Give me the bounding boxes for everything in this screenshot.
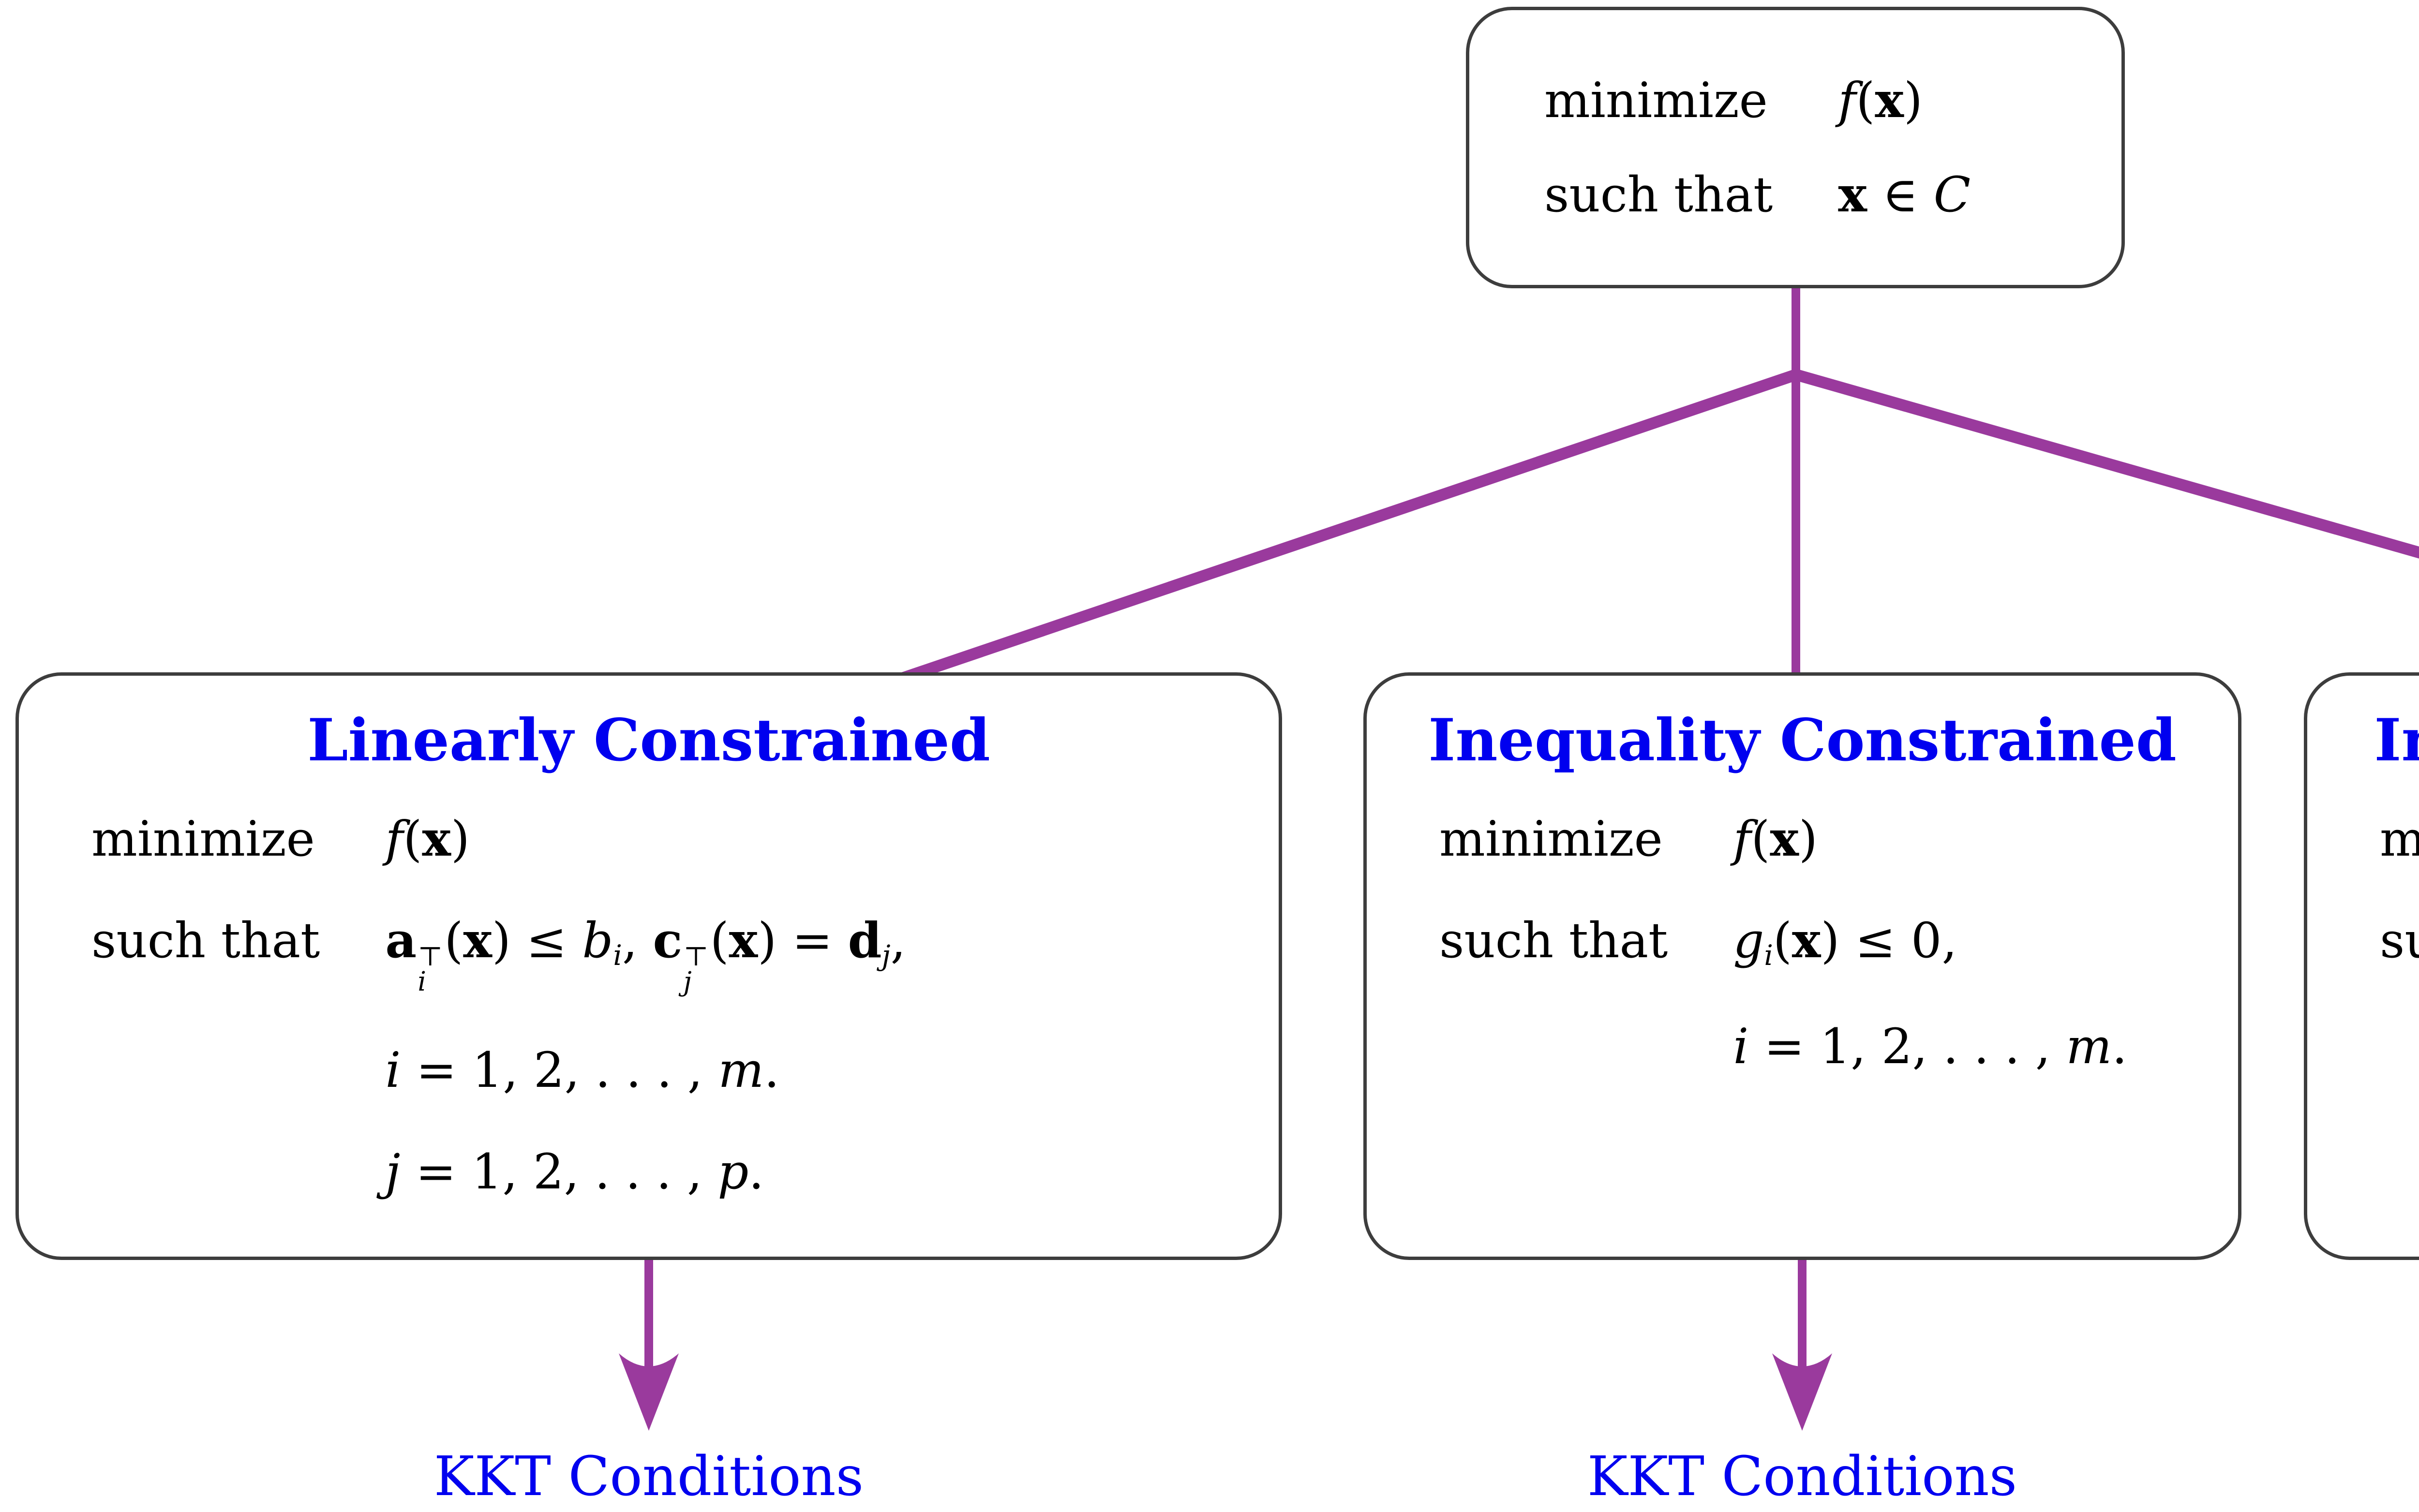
such-that-label: such that (1544, 166, 1773, 223)
constraint-formula: x ∈ C (1838, 166, 1971, 223)
kkt-conditions-label-middle: KKT Conditions (1587, 1445, 2017, 1508)
arrow-head-left (619, 1353, 679, 1431)
root-problem-rows: minimize f(x) such that x ∈ C (1469, 72, 1971, 223)
branch-title: Linearly Constrained (307, 706, 990, 774)
minimize-label: minimize (1439, 811, 1663, 867)
branch-rows: minimize f(x) such that gi(x) ≤ 0, i = 1… (1367, 814, 2238, 1072)
index-range-j: j = 1, 2, . . . , p. (385, 1143, 764, 1200)
index-range-i: i = 1, 2, . . . , m. (1733, 1018, 2127, 1075)
spacer (91, 1146, 320, 1197)
branch-rows: minimize f(x) such that a ⊤ i (x) ≤ bi, c ⊤ j… (19, 810, 1279, 1200)
objective-formula: f(x) (1838, 72, 1923, 129)
minimize-label: minimize (91, 811, 315, 867)
spacer (1439, 1021, 1668, 1072)
objective-formula: f(x) (1733, 810, 1818, 867)
spacer (91, 1045, 320, 1096)
arrow-head-middle (1772, 1353, 1832, 1431)
constraint-formula: gi(x) ≤ 0, (1733, 912, 1957, 972)
branch-rows: minimize f(x) such that gi(x) ≤ 0, hj(x)… (2307, 814, 2419, 1173)
kkt-conditions-label-left: KKT Conditions (433, 1445, 864, 1508)
branch-box-inequality-constrained: Inequality Constrained minimize f(x) suc… (1363, 672, 2241, 1260)
such-that-label: such that (91, 912, 320, 969)
branch-box-linearly-constrained: Linearly Constrained minimize f(x) such … (15, 672, 1282, 1260)
minimize-label: minimize (2380, 811, 2419, 867)
minimize-label: minimize (1544, 72, 1768, 129)
branch-title: Inequality Constrained (1428, 706, 2177, 774)
spacer (2380, 1021, 2419, 1072)
objective-formula: f(x) (385, 810, 470, 867)
edge-branch-left (883, 369, 1799, 690)
spacer (2380, 1123, 2419, 1173)
root-problem-box: minimize f(x) such that x ∈ C (1466, 7, 2125, 288)
such-that-label: such that (2380, 912, 2419, 969)
branch-box-inequality-equality-constrained: Inequality & Equality Constrained minimi… (2304, 672, 2419, 1260)
constraint-formula: a ⊤ i (x) ≤ bi, c ⊤ j (x) = dj, (385, 912, 906, 997)
index-range-i: i = 1, 2, . . . , m. (385, 1042, 779, 1098)
edge-branch-right (1793, 369, 2419, 559)
branch-title: Inequality & Equality Constrained (2374, 706, 2419, 774)
such-that-label: such that (1439, 912, 1668, 969)
